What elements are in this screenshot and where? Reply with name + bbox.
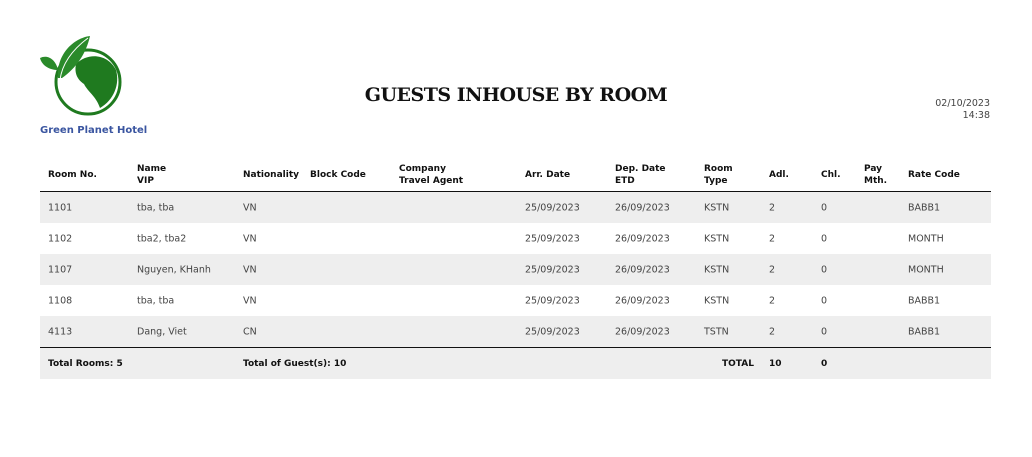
table-cell: VN [243,264,257,275]
column-header: Name VIP [137,163,166,187]
table-cell: MONTH [908,264,944,275]
hotel-logo [40,36,122,116]
column-header: Arr. Date [525,169,570,181]
table-cell: 2 [769,326,776,337]
table-cell: KSTN [704,264,730,275]
table-cell: tba, tba [137,202,175,213]
table-cell: 0 [821,326,828,337]
table-cell: tba2, tba2 [137,233,187,244]
table-cell: 2 [769,295,776,306]
table-cell: 25/09/2023 [525,264,580,275]
table-row[interactable]: 1101 tba, tba VN 25/09/2023 26/09/2023 KSTN 2 0… [40,192,991,223]
guests-table: Room No. Name VIP Nationality Block Code Comp… [40,158,991,379]
column-header-line1: Rate Code [908,169,960,180]
table-cell: BABB1 [908,326,941,337]
column-header-line2: Travel Agent [399,175,464,186]
table-cell: VN [243,295,257,306]
column-header-line1: Dep. Date [615,163,666,174]
table-row[interactable]: 1107 Nguyen, KHanh VN 25/09/2023 26/09/2023 K… [40,254,991,285]
column-header: Block Code [310,169,366,181]
table-cell: tba, tba [137,295,175,306]
table-row[interactable]: 1108 tba, tba VN 25/09/2023 26/09/2023 KSTN 2 0… [40,285,991,316]
table-cell: Dang, Viet [137,326,187,337]
column-header-line2: Type [704,175,728,186]
column-header-line1: Name [137,163,167,174]
column-header: Nationality [243,169,299,181]
table-cell: 26/09/2023 [615,233,670,244]
table-cell: 1107 [48,264,73,275]
table-cell: 0 [821,233,828,244]
column-header-line1: Room [704,163,733,174]
table-cell: 26/09/2023 [615,295,670,306]
column-header-line1: Nationality [243,169,299,180]
column-header: Company Travel Agent [399,163,463,187]
table-cell: 26/09/2023 [615,264,670,275]
table-cell: 26/09/2023 [615,202,670,213]
report-title: GUESTS INHOUSE BY ROOM [364,84,668,106]
column-header: Adl. [769,169,789,181]
report-time: 14:38 [962,110,990,121]
total-children: 0 [821,358,828,369]
column-header: Rate Code [908,169,960,181]
column-header-line1: Adl. [769,169,789,180]
table-cell: 1101 [48,202,73,213]
total-adults: 10 [769,358,782,369]
column-header-line2: VIP [137,175,154,186]
report-datetime: 02/10/2023 14:38 [935,98,990,122]
table-cell: KSTN [704,202,730,213]
column-header: Chl. [821,169,841,181]
table-row[interactable]: 4113 Dang, Viet CN 25/09/2023 26/09/2023 TSTN… [40,316,991,347]
table-cell: 0 [821,264,828,275]
column-header-line1: Arr. Date [525,169,571,180]
hotel-name: Green Planet Hotel [40,125,148,136]
table-cell: MONTH [908,233,944,244]
column-header: Room No. [48,169,97,181]
table-cell: 2 [769,202,776,213]
column-header-line1: Company [399,163,446,174]
table-cell: 0 [821,295,828,306]
column-header: Dep. Date ETD [615,163,666,187]
column-header-line1: Room No. [48,169,97,180]
table-cell: 0 [821,202,828,213]
table-cell: BABB1 [908,202,941,213]
report-date: 02/10/2023 [935,98,990,109]
table-cell: Nguyen, KHanh [137,264,211,275]
column-header-line2: Mth. [864,175,888,186]
total-guests: Total of Guest(s): 10 [243,358,347,369]
table-cell: KSTN [704,295,730,306]
table-cell: VN [243,233,257,244]
table-cell: 2 [769,233,776,244]
table-cell: 25/09/2023 [525,326,580,337]
table-cell: 25/09/2023 [525,202,580,213]
table-cell: 2 [769,264,776,275]
column-header-line1: Block Code [310,169,366,180]
table-cell: 1108 [48,295,73,306]
table-cell: BABB1 [908,295,941,306]
column-header-line2: ETD [615,175,635,186]
table-footer: Total Rooms: 5 Total of Guest(s): 10 TOT… [40,347,991,379]
table-cell: TSTN [704,326,729,337]
table-cell: VN [243,202,257,213]
column-header-line1: Chl. [821,169,841,180]
table-cell: CN [243,326,257,337]
table-cell: 4113 [48,326,73,337]
table-cell: KSTN [704,233,730,244]
table-row[interactable]: 1102 tba2, tba2 VN 25/09/2023 26/09/2023 KSTN… [40,223,991,254]
column-header: Room Type [704,163,733,187]
total-rooms: Total Rooms: 5 [48,358,123,369]
table-cell: 25/09/2023 [525,233,580,244]
total-label: TOTAL [722,358,754,369]
table-cell: 25/09/2023 [525,295,580,306]
table-header: Room No. Name VIP Nationality Block Code Comp… [40,158,991,192]
column-header: Pay Mth. [864,163,887,187]
column-header-line1: Pay [864,163,883,174]
table-cell: 26/09/2023 [615,326,670,337]
table-cell: 1102 [48,233,73,244]
